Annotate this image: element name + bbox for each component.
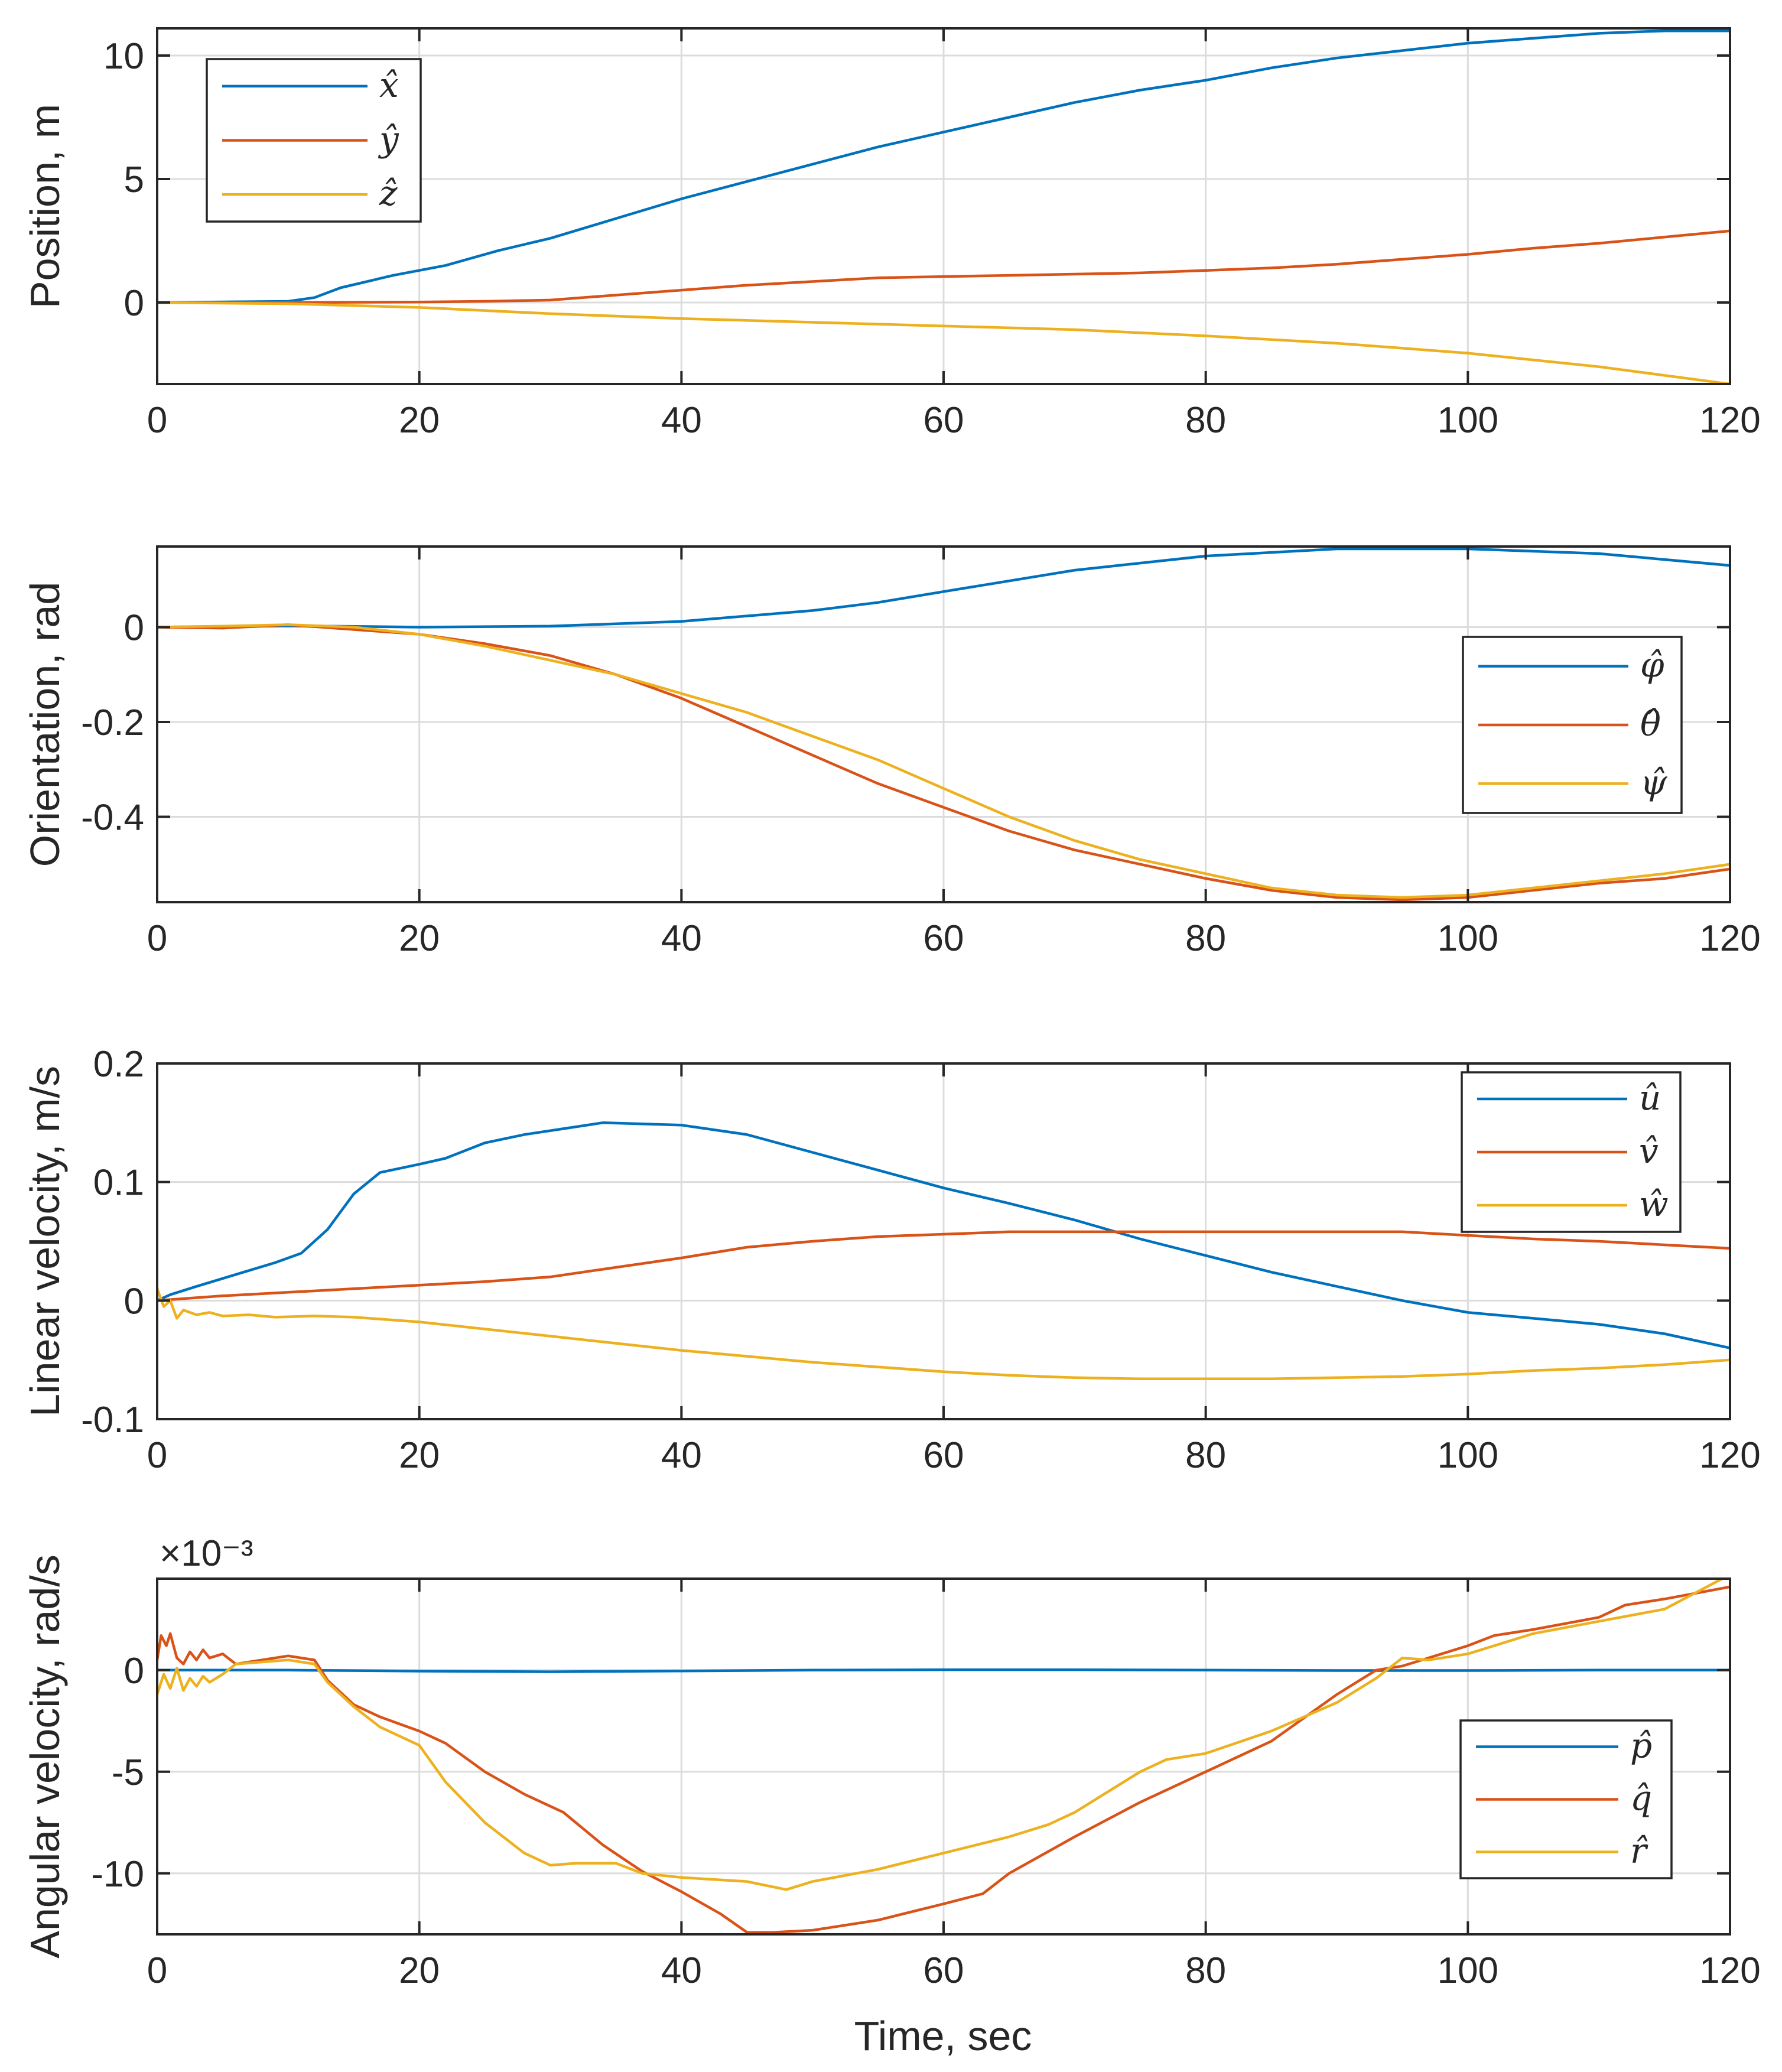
- legend: x̂ ŷẑ: [206, 58, 422, 223]
- x-tick-label: 20: [399, 1950, 440, 1991]
- x-tick-label: 40: [661, 918, 702, 959]
- chart-panel-1: 0 20 40 60 80 100 120 0 5 10 Position, m x̂ ŷẑ: [22, 27, 1761, 441]
- y-tick-label: 0: [124, 1281, 144, 1322]
- legend-label-1: x̂: [379, 65, 399, 105]
- y-axis-label: Orientation, rad: [22, 582, 68, 867]
- x-tick-label: 120: [1699, 1435, 1760, 1476]
- y-tick-label: 0: [124, 283, 144, 324]
- x-tick-label: 100: [1438, 1435, 1498, 1476]
- x-tick-label: 20: [399, 918, 440, 959]
- legend-label-1: φ̂: [1640, 645, 1664, 685]
- legend-label-1: p̂: [1630, 1726, 1652, 1766]
- legend-label-2: θ̂: [1640, 704, 1661, 744]
- x-tick-label: 40: [661, 1950, 702, 1991]
- x-tick-label: 40: [661, 1435, 702, 1476]
- y-tick-label: 0: [124, 607, 144, 648]
- x-tick-label: 100: [1438, 400, 1498, 441]
- y-tick-label: -10: [91, 1854, 144, 1895]
- series-line-3: [157, 1579, 1725, 1891]
- x-tick-label: 80: [1185, 1950, 1226, 1991]
- series-line-1: [157, 29, 1730, 304]
- y-axis-label: Angular velocity, rad/s: [22, 1554, 68, 1958]
- legend-label-2: v̂: [1639, 1131, 1659, 1171]
- x-tick-label: 120: [1699, 400, 1760, 441]
- x-tick-label: 0: [147, 1435, 167, 1476]
- y-tick-label: -5: [112, 1752, 144, 1793]
- legend-label-3: r̂: [1630, 1831, 1648, 1871]
- x-tick-label: 100: [1438, 1950, 1498, 1991]
- x-tick-label: 0: [147, 918, 167, 959]
- x-tick-label: 40: [661, 400, 702, 441]
- series-line-2: [157, 229, 1730, 304]
- x-tick-label: 0: [147, 400, 167, 441]
- x-tick-label: 60: [923, 1435, 964, 1476]
- legend-label-3: ŵ: [1639, 1184, 1669, 1224]
- chart-panel-4: 0 20 40 60 80 100 120 0 -5 -10 Angular velocity, r…: [22, 1533, 1761, 1991]
- legend: p̂ q̂ r̂: [1459, 1719, 1673, 1879]
- x-tick-label: 120: [1699, 918, 1760, 959]
- legend-label-2: ŷ: [378, 119, 399, 160]
- series-line-1: [157, 1121, 1730, 1349]
- chart-panel-2: 0 20 40 60 80 100 120 0 -0.2 -0.4 Orientation, rad…: [22, 545, 1761, 959]
- y-tick-label: -0.2: [81, 702, 144, 743]
- x-tick-label: 80: [1185, 1435, 1226, 1476]
- x-tick-label: 120: [1699, 1950, 1760, 1991]
- y-tick-label: -0.1: [81, 1400, 144, 1440]
- series-line-1: [157, 547, 1730, 629]
- y-tick-label: -0.4: [81, 798, 144, 838]
- legend-label-2: q̂: [1630, 1778, 1652, 1819]
- series-line-3: [157, 301, 1730, 384]
- series-line-3: [157, 1288, 1730, 1381]
- x-tick-label: 20: [399, 400, 440, 441]
- x-tick-label: 80: [1185, 400, 1226, 441]
- x-tick-label: 60: [923, 918, 964, 959]
- legend-label-3: ẑ: [379, 173, 398, 213]
- series-line-1: [157, 1668, 1730, 1673]
- x-tick-label: 0: [147, 1950, 167, 1991]
- legend: φ̂ θ̂ ψ̂: [1462, 636, 1683, 814]
- x-tick-label: 80: [1185, 918, 1226, 959]
- x-tick-label: 60: [923, 1950, 964, 1991]
- y-tick-label: 10: [103, 36, 144, 77]
- y-tick-label: 5: [124, 160, 144, 200]
- legend: û v̂ ŵ: [1461, 1071, 1682, 1233]
- y-tick-label: 0: [124, 1651, 144, 1692]
- x-tick-label: 20: [399, 1435, 440, 1476]
- y-tick-label: 0.1: [93, 1163, 144, 1203]
- y-tick-label: 0.2: [93, 1044, 144, 1085]
- x-tick-label: 60: [923, 400, 964, 441]
- series-line-2: [157, 1585, 1730, 1934]
- y-axis-label: Position, m: [22, 104, 68, 308]
- series-line-2: [157, 1230, 1730, 1302]
- legend-label-1: û: [1639, 1078, 1661, 1118]
- legend-label-3: ψ̂: [1640, 762, 1667, 802]
- y-exponent-label: ×10⁻³: [160, 1533, 253, 1574]
- x-tick-label: 100: [1438, 918, 1498, 959]
- figure-xlabel: Time, sec: [854, 2013, 1032, 2059]
- y-axis-label: Linear velocity, m/s: [22, 1066, 68, 1417]
